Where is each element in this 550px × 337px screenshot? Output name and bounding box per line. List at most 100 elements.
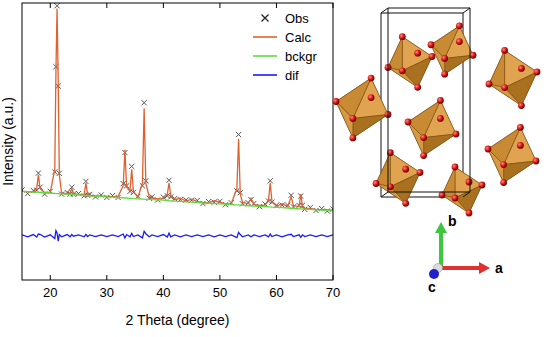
octahedron — [405, 97, 460, 159]
x-tick-label: 70 — [326, 285, 340, 300]
legend-label: Calc — [285, 30, 312, 45]
series-line — [22, 231, 333, 242]
x-tick-top — [276, 3, 277, 8]
x-tick-label: 50 — [213, 285, 227, 300]
octahedron-face — [402, 57, 432, 88]
oxygen-atom — [441, 71, 448, 78]
x-tick — [163, 275, 164, 280]
x-tick — [50, 275, 51, 280]
b-arrow-head — [435, 222, 447, 233]
oxygen-atom — [437, 115, 444, 122]
oxygen-atom — [517, 142, 524, 149]
octahedron — [428, 22, 477, 77]
x-marker — [129, 164, 134, 169]
oxygen-atom — [479, 182, 486, 189]
oxygen-atom — [402, 166, 409, 173]
octahedron-face — [505, 72, 537, 106]
oxygen-atom — [399, 33, 406, 40]
legend: Obs Calc bckgr dif — [253, 11, 317, 83]
legend-symbol — [253, 55, 277, 57]
oxygen-atom — [452, 195, 459, 202]
octahedron — [439, 164, 486, 217]
x-tick — [106, 275, 107, 280]
x-marker — [236, 132, 241, 137]
x-tick-label: 30 — [100, 285, 114, 300]
oxygen-atom — [452, 164, 459, 171]
unit-cell-edge — [388, 8, 389, 192]
legend-symbol — [253, 74, 277, 76]
oxygen-atom — [429, 53, 436, 60]
unit-cell-edge — [388, 192, 470, 193]
x-tick-top — [106, 3, 107, 8]
unit-cell-edge — [463, 8, 470, 13]
oxygen-atom — [485, 146, 492, 153]
x-marker — [166, 178, 171, 183]
oxygen-atom — [500, 161, 507, 168]
legend-label: Obs — [285, 11, 309, 26]
axis-label: a — [495, 260, 503, 276]
obs-point — [236, 132, 241, 137]
x-tick-top — [50, 3, 51, 8]
octahedron-face — [376, 184, 406, 204]
axis-label: c — [428, 279, 436, 295]
unit-cell-edge — [381, 192, 388, 197]
octahedron-face — [489, 84, 521, 106]
x-marker — [54, 3, 59, 8]
octahedron-face — [442, 195, 469, 213]
unit-cell-edge — [381, 13, 463, 14]
plot-data — [22, 3, 333, 241]
oxygen-atom — [333, 98, 340, 105]
unit-cell-edge — [470, 8, 471, 192]
octahedron-face — [353, 115, 388, 138]
oxygen-atom — [414, 50, 421, 57]
series-line — [22, 9, 333, 211]
octahedron-face — [390, 173, 420, 204]
oxygen-atom — [417, 169, 424, 176]
oxygen-atom — [420, 134, 427, 141]
x-tick-top — [163, 3, 164, 8]
unit-cell-edge — [463, 192, 470, 197]
legend-symbol — [253, 36, 277, 38]
oxygen-atom — [414, 84, 421, 91]
oxygen-atom — [405, 119, 412, 126]
plot-frame — [22, 3, 333, 280]
octahedron — [373, 149, 424, 206]
oxygen-atom — [350, 135, 357, 142]
legend-label: dif — [285, 68, 299, 83]
oxygen-atom — [420, 152, 427, 159]
x-tick-label: 20 — [43, 285, 57, 300]
oxygen-atom — [534, 69, 541, 76]
oxygen-atom — [470, 52, 477, 59]
octahedron-face — [388, 68, 418, 88]
oxygen-atom — [466, 179, 473, 186]
oxygen-atom — [439, 192, 446, 199]
oxygen-atom — [486, 81, 493, 88]
oxygen-atom — [368, 94, 375, 101]
oxygen-atom — [373, 180, 380, 187]
oxygen-atom — [368, 75, 375, 82]
octahedron-face — [455, 185, 482, 213]
obs-point — [129, 164, 134, 169]
x-tick-label: 60 — [269, 285, 283, 300]
oxygen-atom — [441, 55, 448, 62]
octahedron — [486, 47, 541, 109]
oxygen-atom — [500, 179, 507, 186]
octahedron-face — [445, 55, 473, 74]
y-axis-label: Intensity (a.u.) — [0, 97, 16, 186]
oxygen-atom — [501, 47, 508, 54]
octahedron — [333, 75, 392, 142]
oxygen-atom — [456, 38, 463, 45]
series-line — [22, 191, 333, 210]
x-tick-top — [333, 3, 334, 8]
x-tick — [219, 275, 220, 280]
oxygen-atom — [350, 115, 357, 122]
legend-label: bckgr — [285, 49, 317, 64]
oxygen-atom — [453, 131, 460, 138]
c-axis-marker — [429, 269, 439, 279]
oxygen-atom — [437, 97, 444, 104]
x-tick-label: 40 — [156, 285, 170, 300]
obs-point — [268, 178, 273, 183]
crystal-structure — [333, 8, 541, 216]
x-axis-label: 2 Theta (degree) — [125, 312, 229, 328]
octahedron-face — [424, 134, 456, 156]
